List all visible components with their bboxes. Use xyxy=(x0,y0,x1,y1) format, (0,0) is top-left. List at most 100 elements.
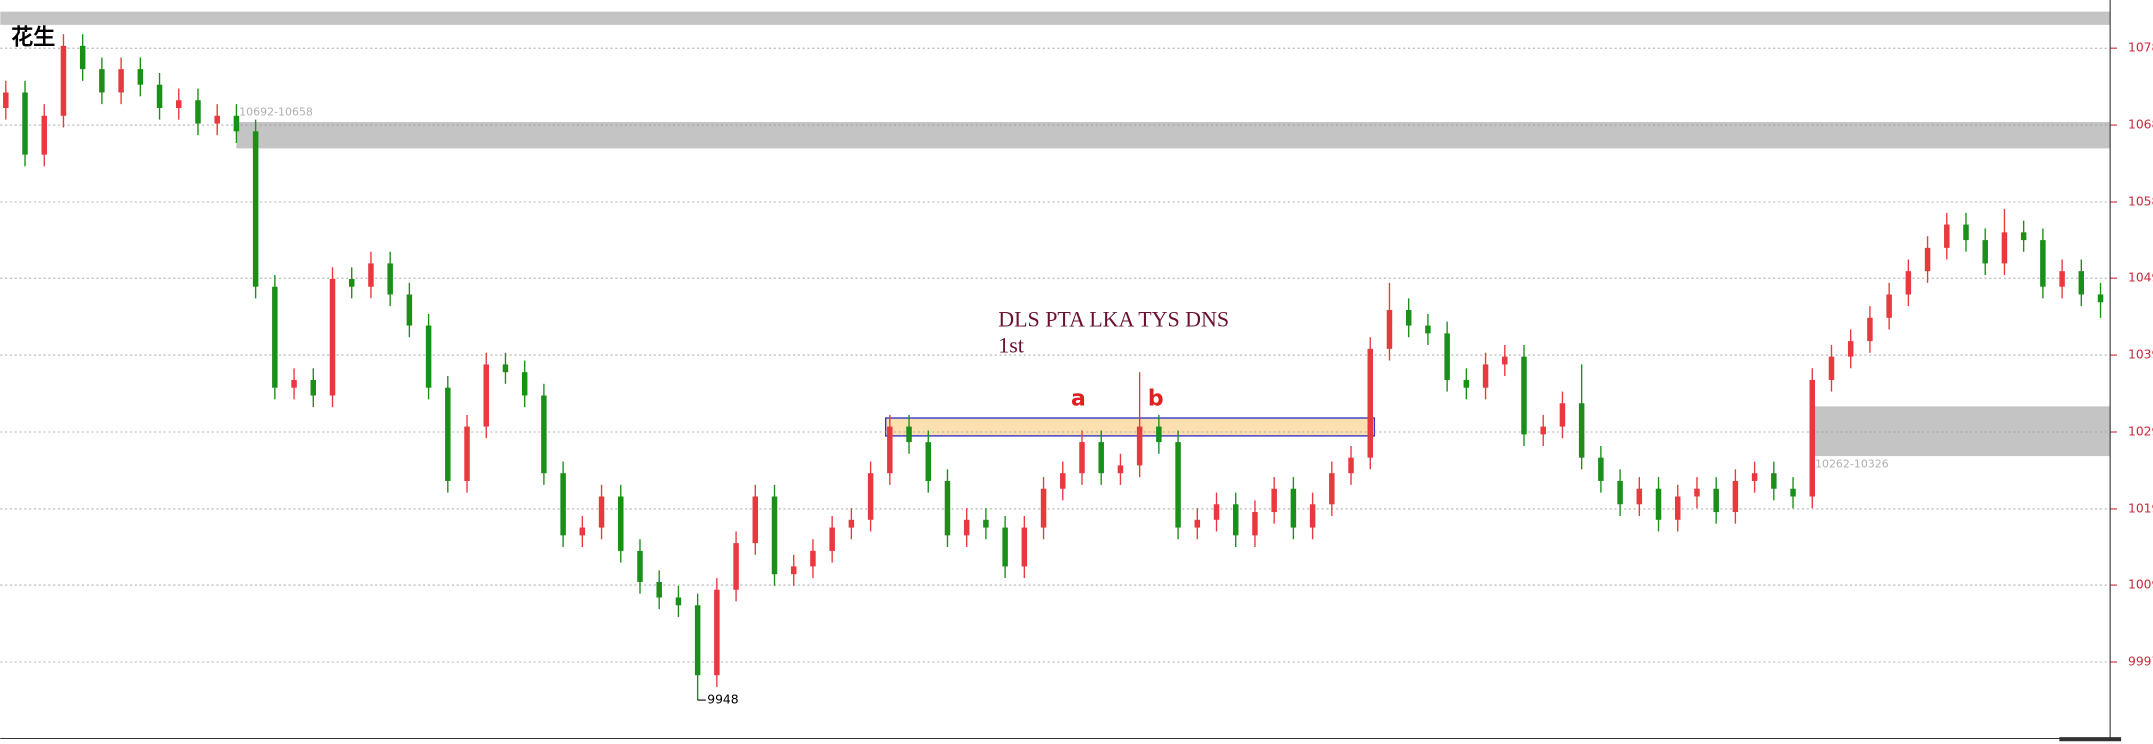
candle-body xyxy=(579,527,586,536)
candle-body xyxy=(195,100,201,124)
candle-body xyxy=(176,100,182,109)
candle-body xyxy=(1771,473,1777,489)
zones: 10692-10658 10262-10326 xyxy=(0,11,2111,470)
candle-body xyxy=(1944,224,1950,248)
candle-body xyxy=(1751,473,1758,481)
candle-body xyxy=(22,92,28,155)
candle-body xyxy=(829,527,835,551)
candle-body xyxy=(541,395,547,474)
candle-body xyxy=(1079,442,1085,474)
scroll-handle xyxy=(2059,737,2122,742)
candle-body xyxy=(1809,379,1816,497)
candle-body xyxy=(1847,341,1854,357)
candle-body xyxy=(1482,364,1489,388)
candle-body xyxy=(848,519,855,528)
candle-body xyxy=(1674,496,1681,520)
candle-body xyxy=(1002,527,1008,567)
chart-title: 花生 xyxy=(11,24,55,50)
candle-body xyxy=(2001,232,2008,264)
candle-body xyxy=(963,519,970,536)
candle-body xyxy=(1425,325,1431,334)
price-zone xyxy=(1812,406,2111,457)
candle-body xyxy=(598,496,605,528)
candle-body xyxy=(790,566,797,575)
candle-body xyxy=(406,294,413,326)
candle-body xyxy=(137,69,144,85)
candle-body xyxy=(1598,457,1604,481)
candle-body xyxy=(1213,504,1220,520)
candle-body xyxy=(560,473,566,536)
candle-body xyxy=(2040,240,2046,287)
y-tick-label: 10688 xyxy=(2128,118,2153,132)
candle-body xyxy=(2020,232,2027,241)
highlight-zone xyxy=(885,417,1376,437)
low-label: 9948 xyxy=(707,693,739,707)
price-zone xyxy=(236,121,2111,149)
candle-body xyxy=(2059,271,2065,287)
candle-body xyxy=(1655,488,1662,520)
candle-body xyxy=(1156,426,1162,443)
candle-body xyxy=(1617,480,1623,505)
candle-body xyxy=(118,69,124,93)
candle-body xyxy=(752,496,759,544)
candles: 9948 xyxy=(3,34,2104,707)
candle-body xyxy=(1540,426,1546,435)
candle-body xyxy=(675,597,682,606)
candle-body xyxy=(502,364,509,373)
candle-body xyxy=(1405,310,1412,326)
candle-body xyxy=(656,581,662,598)
y-tick-label: 10392 xyxy=(2128,348,2153,362)
annotation: a xyxy=(1071,386,1086,411)
candle-body xyxy=(1521,356,1527,435)
candle-body xyxy=(1040,488,1047,528)
candle-body xyxy=(867,473,874,520)
candle-body xyxy=(1578,403,1585,458)
candle-body xyxy=(1021,527,1028,567)
candle-body xyxy=(99,69,105,93)
y-tick-label: 10293 xyxy=(2128,425,2153,439)
candle-body xyxy=(1329,473,1335,505)
candle-body xyxy=(483,364,489,427)
candle-body xyxy=(887,426,893,474)
candle-body xyxy=(1444,333,1450,380)
candle-body xyxy=(1924,247,1931,272)
candle-body xyxy=(3,92,9,109)
candle-body xyxy=(1636,488,1643,505)
candle-body xyxy=(1559,403,1566,427)
candle-body xyxy=(1867,317,1873,342)
y-tick-label: 10589 xyxy=(2128,195,2153,209)
candle-body xyxy=(60,45,67,116)
candle-body xyxy=(425,325,432,388)
candle-body xyxy=(1905,271,1912,295)
candle-body xyxy=(2097,294,2104,303)
candle-body xyxy=(983,519,989,528)
annotation: b xyxy=(1148,386,1164,411)
candle-body xyxy=(733,543,739,590)
candle-body xyxy=(1790,488,1796,497)
candle-body xyxy=(1367,348,1374,458)
candle-body xyxy=(771,496,778,575)
candle-body xyxy=(272,286,278,388)
zone-label: 10692-10658 xyxy=(239,105,313,118)
candle-body xyxy=(252,131,259,287)
candle-body xyxy=(1175,442,1181,528)
candle-body xyxy=(521,372,528,396)
candle-body xyxy=(464,426,470,481)
candle-body xyxy=(714,589,720,676)
candle-body xyxy=(329,278,336,396)
candle-body xyxy=(1502,356,1508,365)
annotation: DLS PTA LKA TYS DNS xyxy=(998,306,1229,331)
price-zone xyxy=(0,11,2111,25)
candle-body xyxy=(1694,488,1700,497)
y-tick-label: 10787 xyxy=(2128,41,2153,55)
candle-body xyxy=(41,115,47,155)
candle-body xyxy=(310,379,317,396)
candle-body xyxy=(1290,488,1297,528)
candle-body xyxy=(445,387,451,481)
candle-body xyxy=(1098,442,1104,474)
y-tick-label: 10194 xyxy=(2128,501,2153,515)
candle-body xyxy=(233,115,240,132)
candle-body xyxy=(1732,480,1739,513)
